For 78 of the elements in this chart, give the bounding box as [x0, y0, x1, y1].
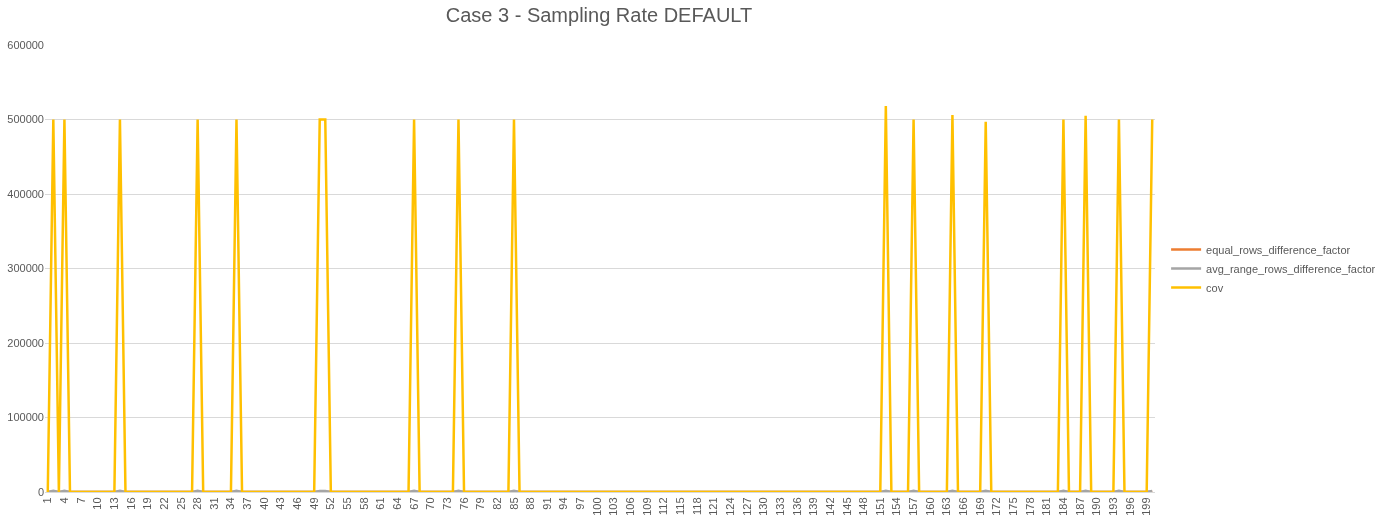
x-tick-label: 55	[341, 497, 354, 510]
x-tick-label: 175	[1007, 497, 1020, 516]
x-tick-label: 166	[957, 497, 970, 516]
y-tick-label: 100000	[7, 411, 44, 424]
x-tick-label: 112	[657, 497, 670, 515]
x-tick-label: 37	[241, 497, 254, 510]
x-tick-label: 43	[274, 497, 287, 510]
x-tick-label: 1	[41, 497, 54, 504]
x-tick-label: 79	[474, 497, 487, 510]
x-tick-label: 13	[107, 497, 120, 510]
x-tick-label: 70	[424, 497, 437, 510]
y-tick-label: 200000	[7, 336, 44, 349]
x-tick-label: 130	[757, 497, 770, 516]
x-tick-label: 28	[191, 497, 204, 510]
x-tick-label: 76	[457, 497, 470, 510]
x-tick-label: 19	[141, 497, 154, 510]
x-tick-label: 16	[124, 497, 137, 510]
x-tick-label: 25	[174, 497, 187, 510]
x-tick-label: 100	[590, 497, 603, 516]
x-tick-label: 40	[257, 497, 270, 510]
y-tick-label: 600000	[7, 38, 44, 51]
chart-title: Case 3 - Sampling Rate DEFAULT	[445, 3, 753, 26]
x-tick-label: 31	[207, 497, 220, 510]
x-tick-label: 109	[640, 497, 653, 516]
x-tick-label: 172	[990, 497, 1003, 516]
x-tick-label: 160	[923, 497, 936, 516]
x-tick-label: 187	[1073, 497, 1086, 516]
x-tick-label: 61	[374, 497, 387, 510]
x-tick-label: 67	[407, 497, 420, 510]
x-tick-label: 49	[307, 497, 320, 510]
x-tick-label: 190	[1090, 497, 1103, 516]
x-tick-label: 73	[440, 497, 453, 510]
y-tick-label: 300000	[7, 262, 44, 275]
legend-label: cov	[1206, 281, 1224, 294]
x-tick-label: 151	[873, 497, 886, 516]
x-tick-label: 88	[524, 497, 537, 510]
x-tick-label: 103	[607, 497, 620, 516]
x-tick-label: 169	[973, 497, 986, 516]
x-tick-label: 199	[1140, 497, 1153, 516]
x-tick-label: 46	[291, 497, 304, 510]
x-tick-label: 154	[890, 497, 903, 516]
x-tick-label: 136	[790, 497, 803, 516]
legend-label: avg_range_rows_difference_factor	[1206, 262, 1376, 275]
x-tick-label: 127	[740, 497, 753, 516]
x-tick-label: 85	[507, 497, 520, 510]
x-tick-label: 22	[157, 497, 170, 510]
x-tick-label: 181	[1040, 497, 1053, 516]
y-tick-label: 500000	[7, 113, 44, 126]
x-tick-label: 82	[490, 497, 503, 510]
x-tick-label: 121	[707, 497, 720, 516]
legend-label: equal_rows_difference_factor	[1206, 243, 1351, 256]
x-tick-label: 97	[574, 497, 587, 510]
y-tick-label: 0	[37, 485, 44, 498]
x-tick-label: 58	[357, 497, 370, 510]
x-tick-label: 139	[807, 497, 820, 516]
x-tick-label: 118	[690, 497, 703, 515]
x-tick-label: 64	[391, 497, 403, 510]
x-tick-label: 142	[823, 497, 836, 516]
x-tick-label: 91	[540, 497, 553, 510]
x-tick-label: 10	[91, 497, 104, 510]
x-tick-label: 184	[1057, 497, 1070, 516]
x-tick-label: 94	[557, 497, 570, 510]
x-tick-label: 196	[1123, 497, 1136, 516]
x-tick-label: 115	[674, 497, 687, 515]
x-tick-label: 148	[857, 497, 870, 516]
x-tick-label: 4	[57, 497, 70, 504]
x-tick-label: 163	[940, 497, 953, 516]
x-tick-label: 52	[324, 497, 337, 510]
x-tick-label: 178	[1023, 497, 1036, 516]
x-tick-label: 7	[74, 497, 87, 504]
x-tick-label: 124	[724, 497, 737, 516]
x-tick-label: 133	[773, 497, 786, 516]
x-tick-label: 193	[1106, 497, 1119, 516]
x-tick-label: 157	[907, 497, 920, 516]
y-tick-label: 400000	[7, 187, 44, 200]
x-tick-label: 106	[624, 497, 637, 516]
x-tick-label: 34	[224, 497, 237, 510]
x-tick-label: 145	[840, 497, 853, 516]
